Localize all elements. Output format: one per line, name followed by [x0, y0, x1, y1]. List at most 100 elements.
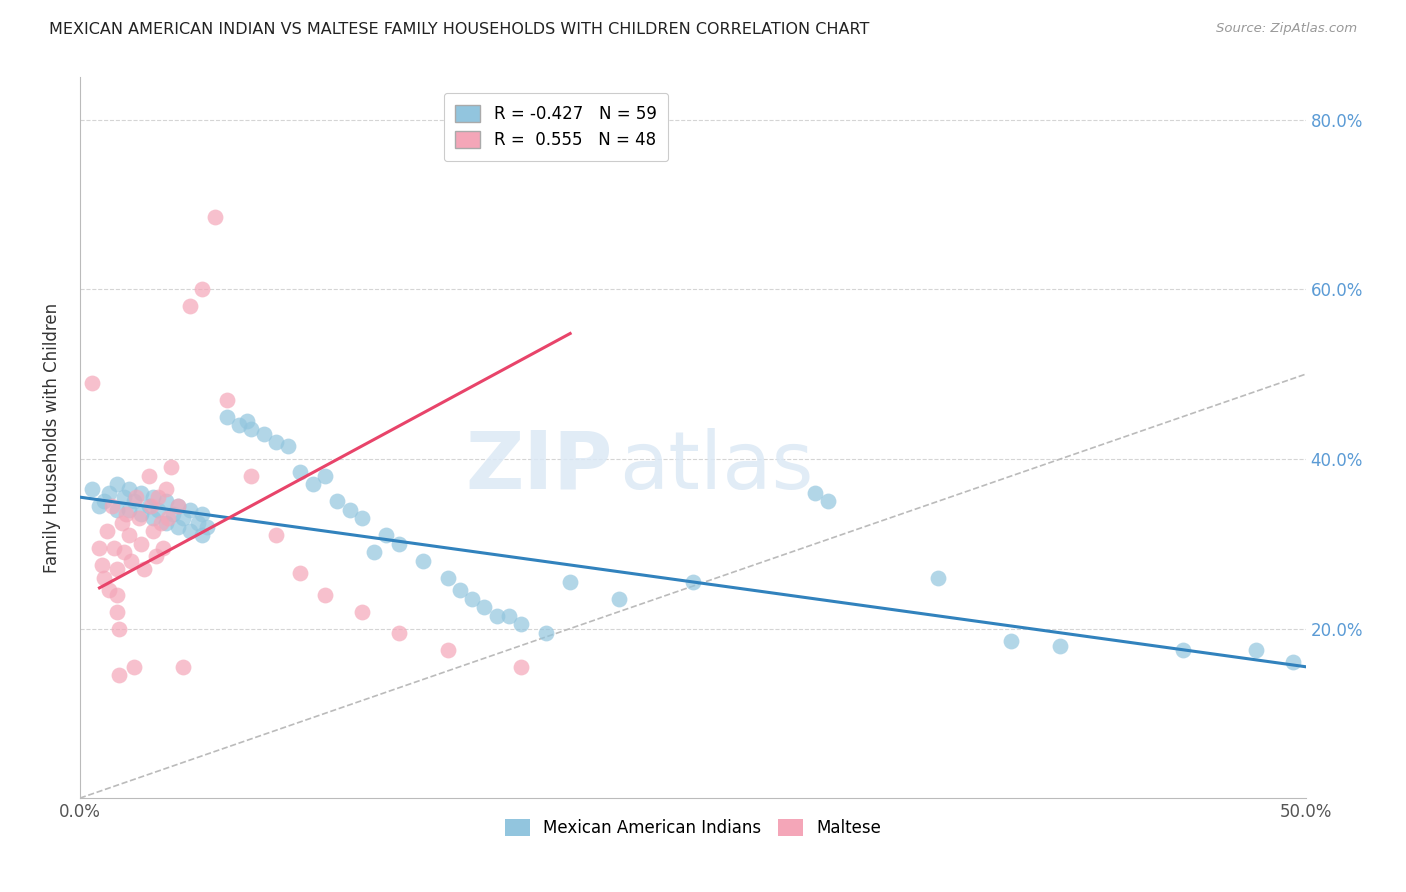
Point	[105, 477, 128, 491]
Point	[179, 503, 201, 517]
Point	[118, 482, 141, 496]
Point	[122, 659, 145, 673]
Point	[139, 499, 162, 513]
Point	[128, 511, 150, 525]
Point	[215, 409, 238, 424]
Point	[191, 528, 214, 542]
Point	[93, 571, 115, 585]
Point	[1171, 642, 1194, 657]
Point	[326, 494, 349, 508]
Point	[159, 460, 181, 475]
Y-axis label: Family Households with Children: Family Households with Children	[44, 302, 60, 573]
Point	[204, 211, 226, 225]
Point	[89, 499, 111, 513]
Point	[339, 503, 361, 517]
Point	[1282, 656, 1305, 670]
Point	[112, 545, 135, 559]
Point	[115, 507, 138, 521]
Point	[118, 528, 141, 542]
Point	[191, 282, 214, 296]
Point	[105, 562, 128, 576]
Point	[172, 511, 194, 525]
Point	[138, 469, 160, 483]
Point	[162, 507, 184, 521]
Point	[264, 528, 287, 542]
Point	[89, 541, 111, 555]
Point	[191, 507, 214, 521]
Point	[301, 477, 323, 491]
Point	[240, 469, 263, 483]
Point	[105, 503, 128, 517]
Point	[277, 439, 299, 453]
Point	[82, 482, 104, 496]
Legend: Mexican American Indians, Maltese: Mexican American Indians, Maltese	[498, 813, 887, 844]
Point	[682, 574, 704, 589]
Point	[152, 541, 174, 555]
Point	[1049, 639, 1071, 653]
Point	[129, 507, 152, 521]
Point	[118, 503, 141, 517]
Point	[804, 486, 827, 500]
Point	[290, 566, 312, 581]
Point	[927, 571, 949, 585]
Point	[93, 494, 115, 508]
Point	[108, 668, 131, 682]
Point	[510, 659, 533, 673]
Point	[436, 642, 458, 657]
Point	[155, 516, 177, 530]
Point	[235, 414, 257, 428]
Point	[103, 541, 125, 555]
Point	[167, 499, 190, 513]
Point	[215, 392, 238, 407]
Point	[179, 524, 201, 538]
Point	[142, 524, 165, 538]
Point	[155, 494, 177, 508]
Point	[387, 625, 409, 640]
Point	[122, 494, 145, 508]
Point	[145, 549, 167, 564]
Point	[105, 588, 128, 602]
Point	[461, 591, 484, 606]
Point	[148, 503, 170, 517]
Point	[110, 516, 132, 530]
Point	[167, 499, 190, 513]
Point	[100, 499, 122, 513]
Point	[534, 625, 557, 640]
Point	[138, 499, 160, 513]
Point	[498, 608, 520, 623]
Point	[264, 435, 287, 450]
Point	[314, 469, 336, 483]
Point	[607, 591, 630, 606]
Text: ZIP: ZIP	[465, 427, 613, 506]
Point	[228, 418, 250, 433]
Point	[290, 465, 312, 479]
Point	[129, 537, 152, 551]
Point	[105, 605, 128, 619]
Point	[157, 511, 180, 525]
Point	[98, 486, 121, 500]
Point	[186, 516, 208, 530]
Point	[240, 422, 263, 436]
Point	[148, 490, 170, 504]
Point	[510, 617, 533, 632]
Point	[436, 571, 458, 585]
Point	[472, 600, 495, 615]
Point	[253, 426, 276, 441]
Point	[1000, 634, 1022, 648]
Text: atlas: atlas	[619, 427, 814, 506]
Point	[375, 528, 398, 542]
Point	[195, 520, 218, 534]
Point	[558, 574, 581, 589]
Point	[96, 524, 118, 538]
Point	[485, 608, 508, 623]
Point	[412, 554, 434, 568]
Point	[817, 494, 839, 508]
Point	[350, 511, 373, 525]
Point	[108, 622, 131, 636]
Point	[449, 583, 471, 598]
Point	[129, 486, 152, 500]
Point	[149, 516, 172, 530]
Point	[172, 659, 194, 673]
Point	[125, 490, 148, 504]
Point	[132, 562, 155, 576]
